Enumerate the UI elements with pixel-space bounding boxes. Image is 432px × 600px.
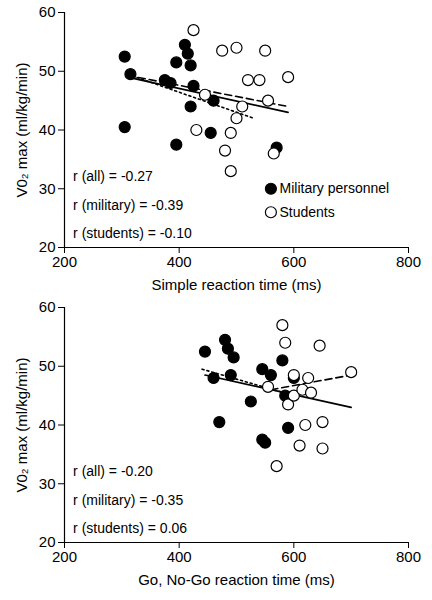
svg-text:60: 60 bbox=[39, 298, 56, 315]
svg-text:400: 400 bbox=[167, 253, 192, 270]
svg-text:30: 30 bbox=[39, 475, 56, 492]
svg-text:50: 50 bbox=[39, 62, 56, 79]
svg-text:Simple reaction time (ms): Simple reaction time (ms) bbox=[151, 276, 321, 293]
svg-text:40: 40 bbox=[39, 416, 56, 433]
svg-text:r (students) = 0.06: r (students) = 0.06 bbox=[73, 520, 187, 536]
svg-text:Military personnel: Military personnel bbox=[280, 180, 390, 196]
svg-text:r (students) = -0.10: r (students) = -0.10 bbox=[73, 225, 192, 241]
svg-text:r (all) = -0.20: r (all) = -0.20 bbox=[73, 463, 153, 479]
svg-text:30: 30 bbox=[39, 180, 56, 197]
svg-text:V0₂ max (ml/kg/min): V0₂ max (ml/kg/min) bbox=[13, 62, 30, 197]
svg-text:50: 50 bbox=[39, 357, 56, 374]
svg-text:800: 800 bbox=[396, 253, 421, 270]
svg-text:400: 400 bbox=[167, 548, 192, 565]
svg-text:r (military) = -0.39: r (military) = -0.39 bbox=[73, 197, 183, 213]
svg-text:Go, No-Go reaction time (ms): Go, No-Go reaction time (ms) bbox=[138, 571, 335, 588]
svg-text:20: 20 bbox=[38, 533, 56, 551]
svg-text:20: 20 bbox=[38, 238, 56, 256]
svg-text:600: 600 bbox=[281, 253, 306, 270]
svg-text:r (military) = -0.35: r (military) = -0.35 bbox=[73, 492, 183, 508]
svg-text:200: 200 bbox=[52, 548, 77, 565]
svg-text:800: 800 bbox=[396, 548, 421, 565]
svg-text:40: 40 bbox=[39, 121, 56, 138]
svg-text:600: 600 bbox=[281, 548, 306, 565]
svg-text:V0₂ max (ml/kg/min): V0₂ max (ml/kg/min) bbox=[13, 357, 30, 492]
svg-text:r (all) = -0.27: r (all) = -0.27 bbox=[73, 168, 153, 184]
svg-text:200: 200 bbox=[52, 253, 77, 270]
svg-text:60: 60 bbox=[39, 3, 56, 20]
svg-text:Students: Students bbox=[280, 204, 335, 220]
